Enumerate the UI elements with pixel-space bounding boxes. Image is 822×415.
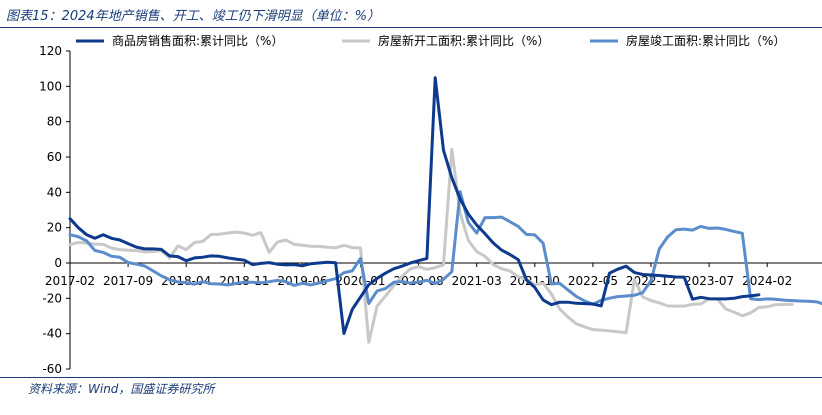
y-tick-label: -40 bbox=[42, 327, 62, 341]
y-tick-label: 20 bbox=[47, 221, 62, 235]
y-tick-label: -20 bbox=[42, 291, 62, 305]
bottom-rule bbox=[0, 377, 822, 378]
y-tick-label: -60 bbox=[42, 362, 62, 376]
y-tick-label: 120 bbox=[39, 44, 62, 58]
x-tick-label: 2022-05 bbox=[568, 274, 618, 288]
y-tick-label: 100 bbox=[39, 79, 62, 93]
series-line-1 bbox=[68, 147, 794, 344]
y-tick-label: 80 bbox=[47, 115, 62, 129]
x-tick-label: 2017-02 bbox=[45, 274, 95, 288]
legend-label-2: 房屋竣工面积:累计同比（%） bbox=[626, 33, 785, 48]
source-note: 资料来源：Wind，国盛证券研究所 bbox=[28, 382, 215, 396]
y-tick-label: 40 bbox=[47, 185, 62, 199]
x-tick-label: 2017-09 bbox=[103, 274, 153, 288]
y-axis: -60 -40 -20 0 20 40 60 80 100 120 bbox=[39, 44, 71, 376]
series-line-2 bbox=[68, 190, 822, 306]
series-line-0 bbox=[68, 76, 761, 335]
y-tick-label: 0 bbox=[54, 256, 62, 270]
x-tick-label: 2021-03 bbox=[452, 274, 502, 288]
y-tick-label: 60 bbox=[47, 150, 62, 164]
legend-label-0: 商品房销售面积:累计同比（%） bbox=[112, 33, 283, 48]
x-tick-label: 2024-02 bbox=[742, 274, 792, 288]
x-tick-label: 2018-04 bbox=[161, 274, 211, 288]
figure-title: 图表15：2024年地产销售、开工、竣工仍下滑明显（单位：%） bbox=[6, 9, 380, 24]
legend: 商品房销售面积:累计同比（%） 房屋新开工面积:累计同比（%） 房屋竣工面积:累计同… bbox=[76, 33, 785, 48]
legend-label-1: 房屋新开工面积:累计同比（%） bbox=[378, 33, 549, 48]
series-lines bbox=[68, 76, 822, 344]
top-rule bbox=[0, 27, 822, 28]
x-tick-label: 2020-01 bbox=[335, 274, 385, 288]
x-tick-label: 2023-07 bbox=[684, 274, 734, 288]
